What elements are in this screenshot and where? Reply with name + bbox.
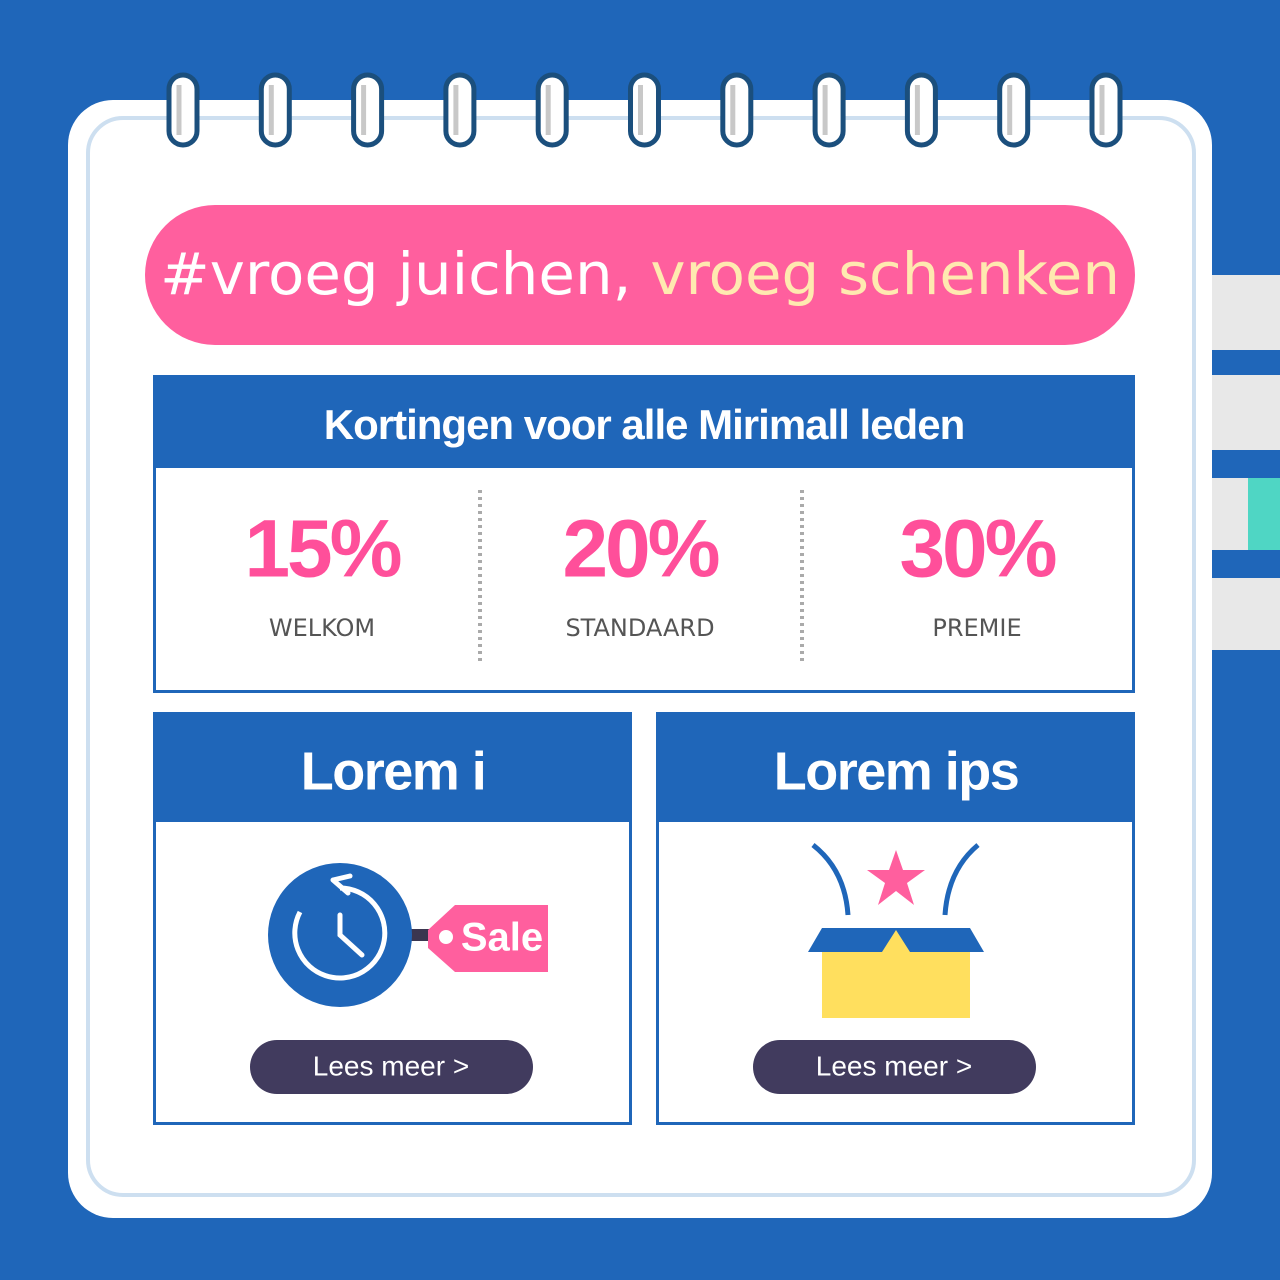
title: #vroeg juichen, vroeg schenken bbox=[160, 240, 1120, 308]
title-pill bbox=[145, 205, 1135, 345]
button[interactable] bbox=[250, 1040, 533, 1094]
discount-value: 30% bbox=[899, 504, 1055, 595]
discount-header bbox=[153, 375, 1135, 468]
tiers: 15% WELKOM 20% STANDAARD 30% PREMIE bbox=[244, 504, 1058, 642]
card-header bbox=[656, 712, 1135, 822]
ring bbox=[535, 72, 569, 148]
ring bbox=[166, 72, 200, 148]
ring bbox=[443, 72, 477, 148]
spiral-rings bbox=[166, 72, 1123, 148]
card-title: Lorem ips bbox=[774, 741, 1019, 801]
card-header bbox=[153, 712, 632, 822]
ring bbox=[904, 72, 938, 148]
ring bbox=[997, 72, 1031, 148]
side-tabs bbox=[1212, 275, 1280, 650]
card-title: Lorem i bbox=[301, 741, 486, 801]
discount-label: WELKOM bbox=[269, 614, 375, 642]
discount-value: 20% bbox=[562, 504, 718, 595]
discount-title: Kortingen voor alle Mirimall leden bbox=[324, 401, 964, 448]
discount-value: 15% bbox=[244, 504, 400, 595]
title-end: vroeg schenken bbox=[650, 240, 1120, 308]
ring bbox=[258, 72, 292, 148]
ring bbox=[812, 72, 846, 148]
button-label[interactable]: Lees meer > bbox=[816, 1050, 972, 1081]
button-label[interactable]: Lees meer > bbox=[313, 1050, 469, 1081]
cards: Lorem i Lees meer > Lorem ips Lees meer > bbox=[153, 712, 1135, 1125]
title-start: #vroeg juichen, bbox=[160, 240, 632, 308]
ring bbox=[351, 72, 385, 148]
ring bbox=[720, 72, 754, 148]
discount-label: STANDAARD bbox=[565, 614, 714, 642]
ring bbox=[628, 72, 661, 148]
discount-label: PREMIE bbox=[932, 614, 1021, 642]
sale-tag: Sale bbox=[461, 916, 543, 960]
gift-box-icon bbox=[808, 843, 984, 1018]
button[interactable] bbox=[753, 1040, 1036, 1094]
ring bbox=[1089, 72, 1123, 148]
clock-icon: Sale bbox=[268, 863, 548, 1007]
